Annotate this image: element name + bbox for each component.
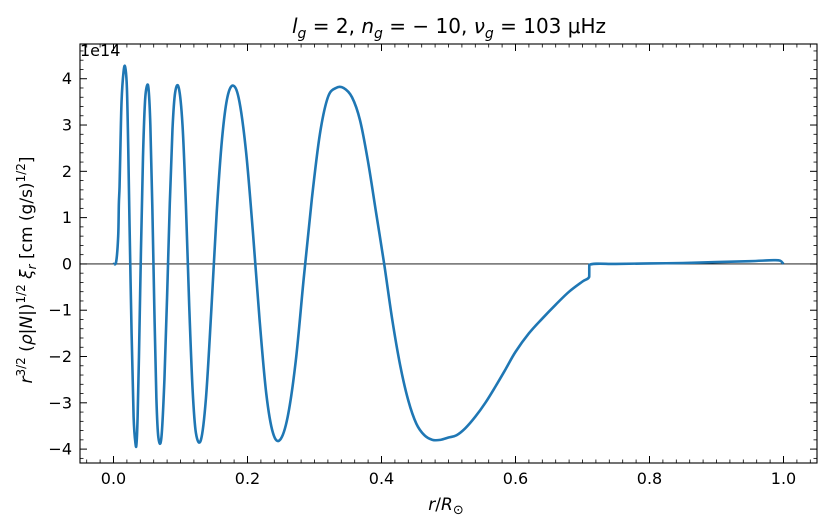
x-axis-label: r/R⊙ <box>428 495 463 518</box>
plot-area: 0.0 0.2 0.4 0.6 0.8 1.0 −4 −3 −2 −1 0 1 2 3 4 <box>48 43 818 488</box>
y-tick-label: 4 <box>62 69 72 88</box>
x-tick-label: 0.0 <box>101 469 126 488</box>
y-tick-label: 0 <box>62 254 72 273</box>
y-tick-label: −4 <box>48 440 72 459</box>
x-tick-label: 1.0 <box>771 469 796 488</box>
y-tick-label: 2 <box>62 162 72 181</box>
y-offset-text: 1e14 <box>80 41 120 60</box>
y-tick-label: 1 <box>62 208 72 227</box>
chart-title: lg = 2, ng = − 10, νg = 103 μHz <box>292 14 606 42</box>
y-tick-label: −3 <box>48 393 72 412</box>
svg-text:r3/2 (ρ|N|)1/2 ξr [cm (g/s)1/2: r3/2 (ρ|N|)1/2 ξr [cm (g/s)1/2] <box>14 156 39 383</box>
y-axis-label: r3/2 (ρ|N|)1/2 ξr [cm (g/s)1/2] <box>14 156 39 383</box>
x-tick-label: 0.4 <box>369 469 394 488</box>
plot-frame <box>79 43 818 464</box>
y-tick-label: −1 <box>48 301 72 320</box>
y-tick-label: −2 <box>48 347 72 366</box>
series-line-0 <box>112 64 785 449</box>
y-tick-label: 3 <box>62 116 72 135</box>
x-tick-label: 0.6 <box>503 469 528 488</box>
x-tick-label: 0.8 <box>637 469 662 488</box>
x-tick-label: 0.2 <box>235 469 260 488</box>
